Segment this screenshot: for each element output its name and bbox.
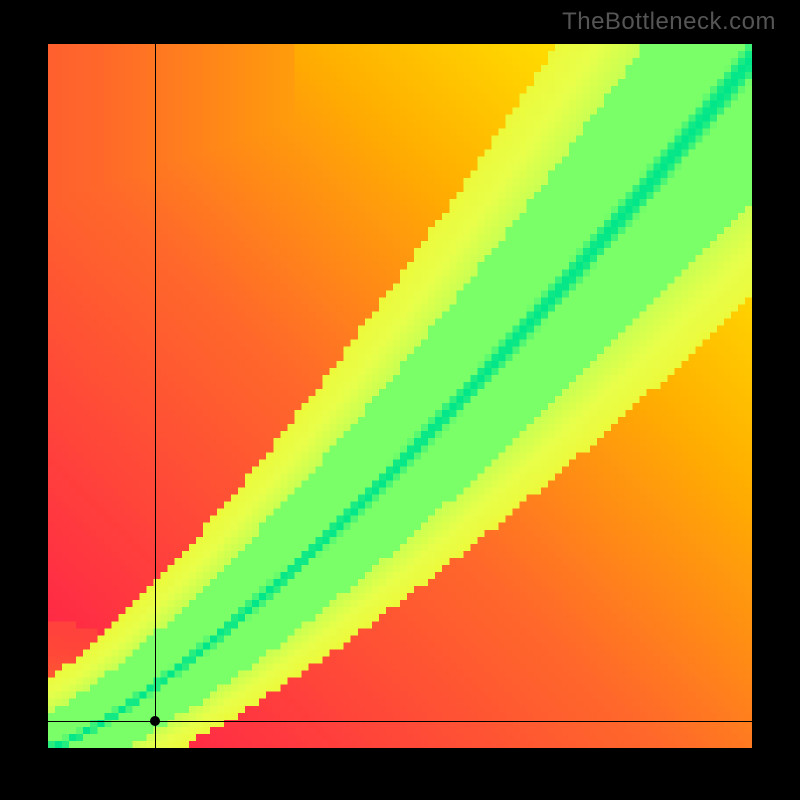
chart-container: TheBottleneck.com (0, 0, 800, 800)
watermark-text: TheBottleneck.com (562, 8, 776, 36)
crosshair-vertical (155, 44, 156, 748)
crosshair-marker (150, 716, 160, 726)
plot-area (48, 44, 752, 748)
